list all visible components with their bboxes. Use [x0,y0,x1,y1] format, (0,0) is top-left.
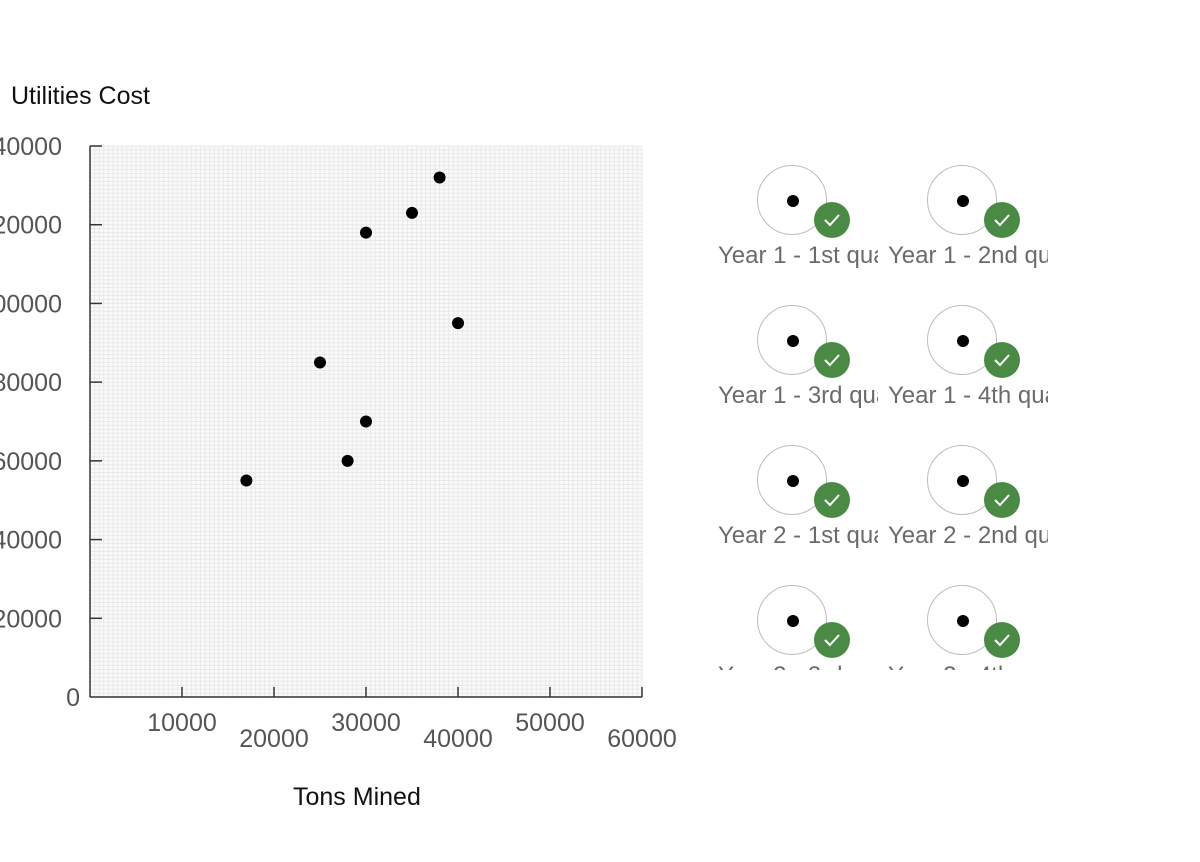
check-icon [814,342,850,378]
legend-label: Year 1 - 4th quarter [888,382,1048,409]
legend-marker [957,335,969,347]
check-icon [984,482,1020,518]
check-icon [814,482,850,518]
legend-item[interactable]: Year 1 - 4th quarter [885,300,1050,420]
legend-marker [957,475,969,487]
legend-marker [957,615,969,627]
legend-ring [927,305,997,375]
y-tick-label: 20000 [0,605,62,633]
legend-label: Year 1 - 1st quarter [718,242,878,269]
legend-ring [757,445,827,515]
legend-label: Year 1 - 3rd quarter [718,382,878,409]
legend-ring [927,585,997,655]
data-point [314,356,326,369]
legend: Year 1 - 1st quarter Year 1 - 2nd quarter… [715,160,1050,670]
y-tick-label: 100000 [0,290,62,318]
legend-ring [927,445,997,515]
legend-item[interactable]: Year 1 - 1st quarter [715,160,880,280]
legend-ring [927,165,997,235]
x-tick-label: 60000 [607,725,677,753]
legend-label: Year 2 - 1st quarter [718,522,878,549]
x-tick-label: 40000 [423,725,493,753]
legend-item[interactable]: Year 2 - 2nd quarter [885,440,1050,560]
check-icon [814,622,850,658]
legend-marker [787,195,799,207]
legend-item[interactable]: Year 2 - 1st quarter [715,440,880,560]
legend-label: Year 2 - 2nd quarter [888,522,1048,549]
y-tick-label: 40000 [0,527,62,555]
y-tick-label: 80000 [0,369,62,397]
check-icon [984,202,1020,238]
y-tick-label: 60000 [0,448,62,476]
legend-ring [757,165,827,235]
y-tick-label: 120000 [0,212,62,240]
check-icon [984,342,1020,378]
legend-marker [787,475,799,487]
legend-item[interactable]: Year 2 - 3rd quarter [715,580,880,670]
check-icon [814,202,850,238]
data-point [433,171,446,184]
legend-ring [757,305,827,375]
data-point [240,474,253,487]
legend-label: Year 2 - 4th quarter [888,662,1048,670]
legend-marker [787,615,799,627]
data-point [452,317,464,330]
data-point [360,415,372,428]
check-icon [984,622,1020,658]
legend-label: Year 1 - 2nd quarter [888,242,1048,269]
legend-ring [757,585,827,655]
scatter-chart: 0 20000 40000 60000 80000 100000 120000 140000 1… [0,133,677,753]
y-axis-label: Utilities Cost [11,82,150,110]
grid-lines [89,145,643,698]
x-tick-label: 50000 [515,709,585,737]
legend-item[interactable]: Year 2 - 4th quarter [885,580,1050,670]
y-tick-label: 0 [66,684,80,712]
data-point [360,226,372,239]
legend-item[interactable]: Year 1 - 2nd quarter [885,160,1050,280]
y-tick-label: 140000 [0,133,62,161]
x-tick-label: 10000 [147,709,217,737]
x-tick-label: 30000 [331,709,401,737]
legend-marker [787,335,799,347]
data-point [406,206,418,219]
legend-item[interactable]: Year 1 - 3rd quarter [715,300,880,420]
data-point [341,454,354,467]
legend-marker [957,195,969,207]
legend-label: Year 2 - 3rd quarter [718,662,878,670]
x-tick-label: 20000 [239,725,309,753]
x-axis-label: Tons Mined [293,783,421,811]
